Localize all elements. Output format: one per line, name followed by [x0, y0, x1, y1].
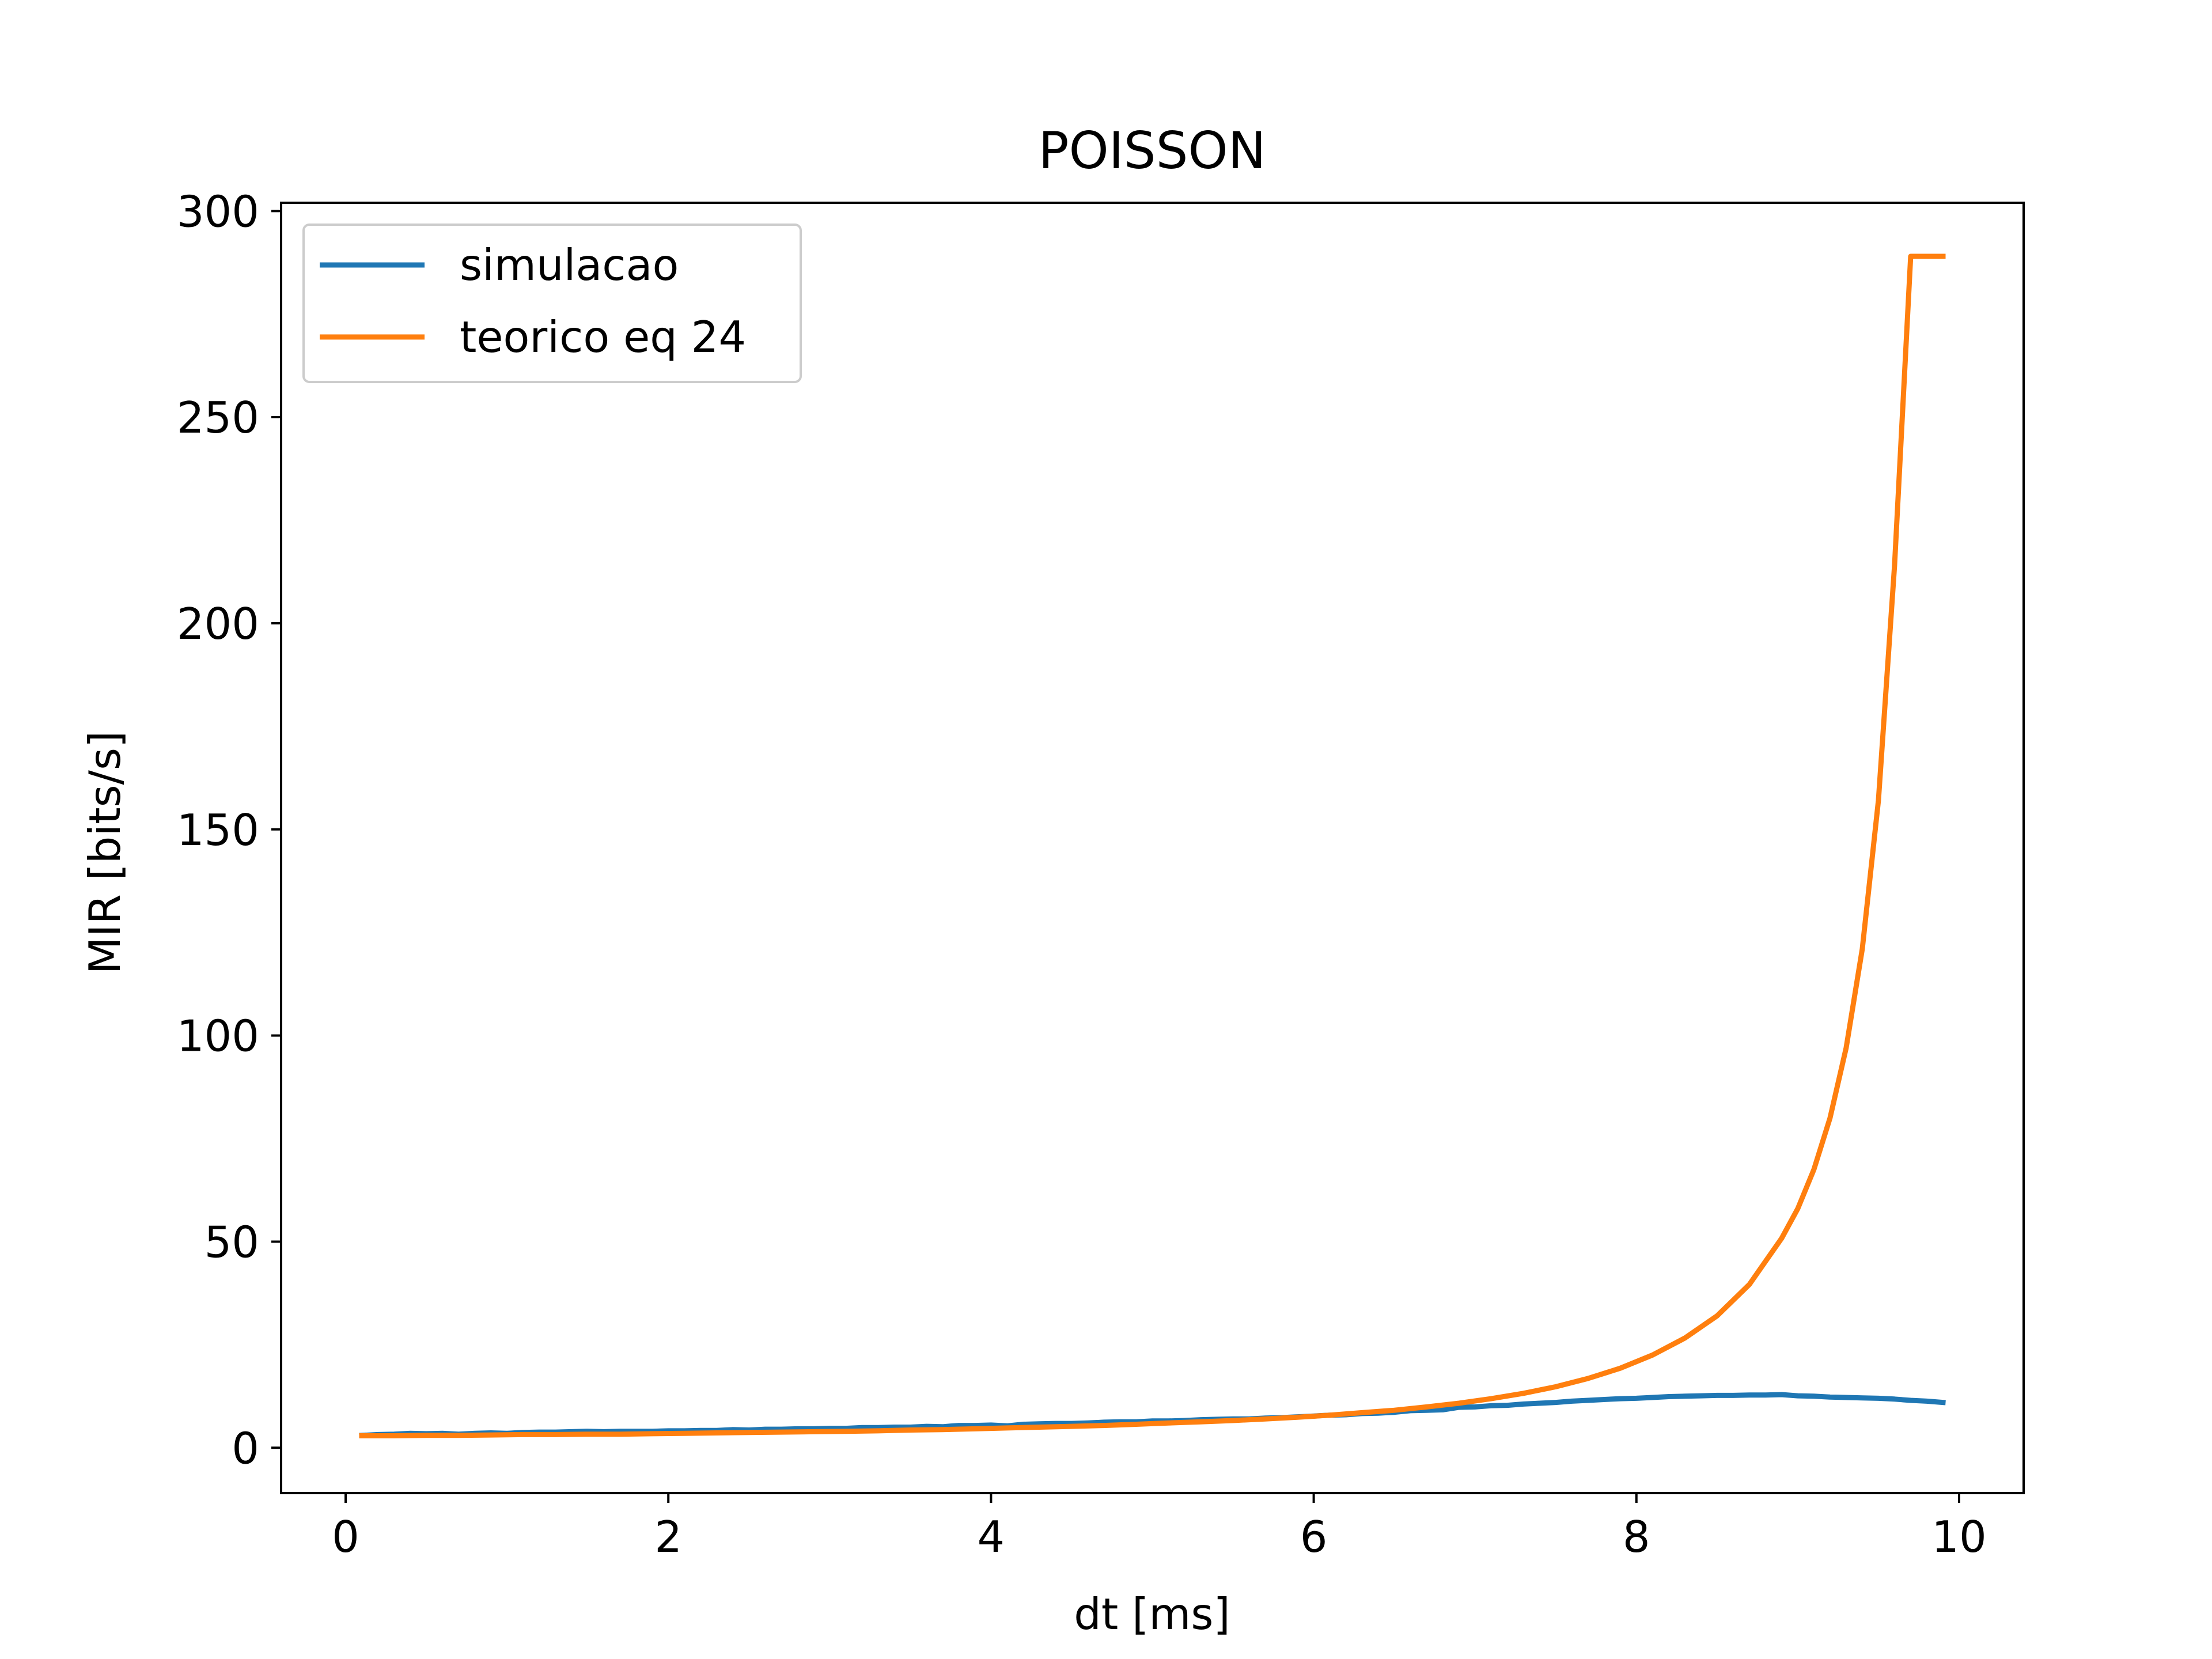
y-tick-label: 100: [177, 1011, 259, 1062]
x-tick-label: 2: [654, 1512, 682, 1562]
chart-title: POISSON: [1038, 121, 1266, 180]
y-tick-label: 200: [177, 599, 259, 649]
legend-label: teorico eq 24: [460, 312, 746, 362]
x-tick-label: 10: [1931, 1512, 1986, 1562]
y-tick-label: 150: [177, 805, 259, 855]
series-line-teorico: [359, 253, 1946, 1438]
y-tick-label: 300: [177, 186, 259, 237]
y-tick-label: 50: [204, 1217, 259, 1267]
x-axis-label: dt [ms]: [1074, 1589, 1230, 1639]
y-tick-label: 250: [177, 392, 259, 443]
legend-box: [302, 224, 802, 383]
legend-label: simulacao: [460, 240, 679, 290]
axes-frame: [280, 202, 2025, 1494]
x-tick-label: 6: [1300, 1512, 1328, 1562]
plot-area: 0 2 4 6 8 10050100150200250300simulacaoteoric…: [177, 186, 2025, 1562]
legend: simulacao teorico eq 24: [302, 224, 802, 383]
y-tick-label: 0: [232, 1423, 259, 1474]
y-axis-label: MIR [bits/s]: [79, 731, 130, 975]
x-tick-label: 8: [1623, 1512, 1650, 1562]
x-tick-label: 0: [332, 1512, 359, 1562]
x-tick-label: 4: [978, 1512, 1005, 1562]
series-line-simulacao: [359, 1392, 1946, 1438]
